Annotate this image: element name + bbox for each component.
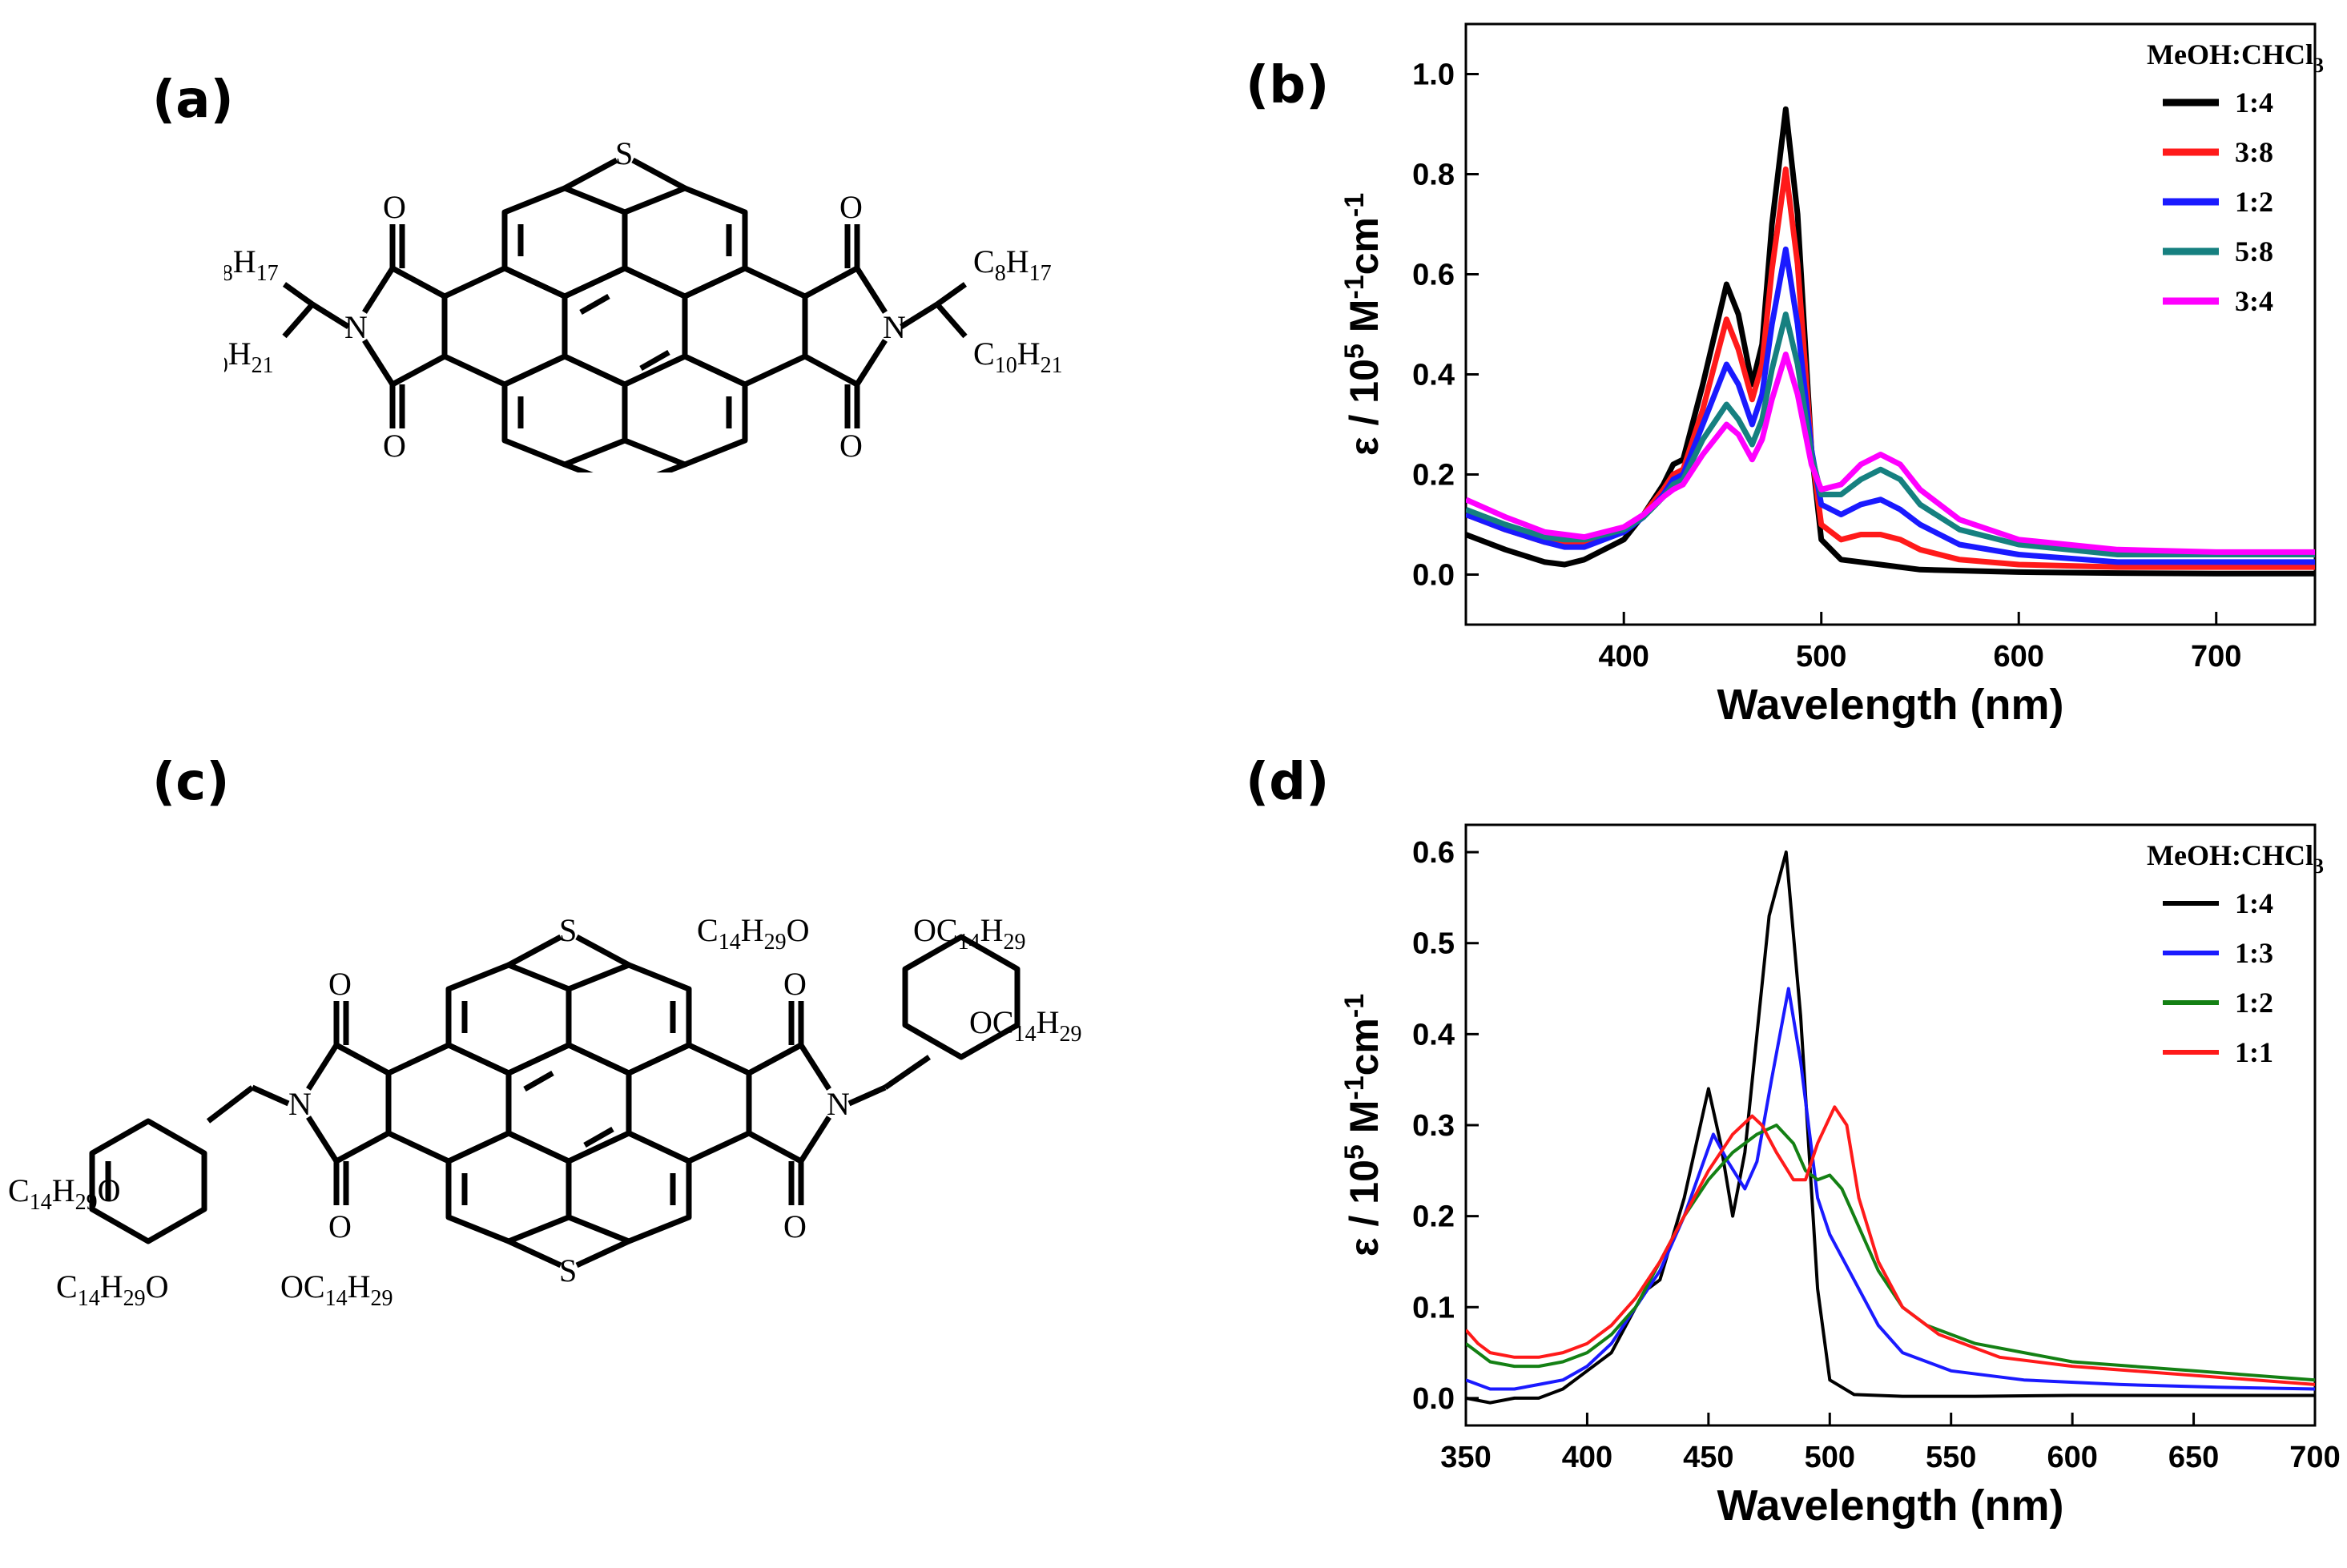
x-axis-label: Wavelength (nm): [1717, 681, 2063, 729]
atom-o-2: O: [383, 428, 406, 464]
legend-item-label: 3:8: [2235, 136, 2273, 168]
c-sub-3: OC14H29: [969, 1004, 1081, 1047]
legend-item-label: 1:2: [2235, 186, 2273, 218]
y-tick-label: 0.2: [1412, 1200, 1455, 1234]
plot-frame: [1464, 22, 2317, 626]
c-sub-6: OC14H29: [280, 1268, 393, 1311]
atom-s-bottom: S: [615, 468, 633, 472]
y-tick-label: 0.4: [1412, 1018, 1455, 1051]
c-atom-o-3: O: [783, 966, 807, 1002]
atom-o-4: O: [839, 428, 863, 464]
chain-right-top: C8H17: [973, 243, 1052, 286]
legend-title: MeOH:CHCl3: [2147, 38, 2324, 77]
chart-b: 400 500 600 700 0.0 0.2 0.4 0.6 0.8 1.0 Wavelength…: [1339, 22, 2324, 729]
c-atom-o-1: O: [328, 966, 352, 1002]
series-line-1-2: [1466, 1124, 2315, 1382]
chart-d: 350 400 450 500 550 600 650 700 0.0 0.1 0.2 0.3 0.4 0…: [1339, 823, 2341, 1530]
y-tick-label: 0.4: [1412, 359, 1455, 392]
atom-n-left: N: [344, 309, 368, 345]
y-tick-label: 0.5: [1412, 927, 1455, 961]
atom-n-right: N: [883, 309, 906, 345]
atom-o-1: O: [383, 189, 406, 225]
legend-item-label: 1:1: [2235, 1036, 2273, 1068]
molecule-a-structure: S S N N O O O O C8H17 C10H21 C8H17 C10H2…: [224, 135, 1063, 472]
series-line-3-4: [1466, 352, 2315, 555]
c-sub-4: C14H29O: [8, 1172, 120, 1215]
y-tick-label: 0.3: [1412, 1109, 1455, 1143]
c-atom-o-2: O: [328, 1208, 352, 1244]
series-line-1-1: [1466, 1105, 2315, 1386]
c-atom-n-right: N: [827, 1086, 850, 1122]
series-line-1-2: [1466, 246, 2315, 565]
series-line-5-8: [1466, 312, 2315, 557]
x-tick-label: 500: [1805, 1441, 1855, 1474]
c-atom-s-top: S: [559, 912, 577, 948]
x-tick-label: 700: [2191, 640, 2241, 673]
x-axis-label: Wavelength (nm): [1717, 1482, 2063, 1530]
legend-title: MeOH:CHCl3: [2147, 839, 2324, 878]
panel-label-d: (d): [1246, 753, 1330, 812]
x-tick-label: 650: [2168, 1441, 2219, 1474]
chain-left-top: C8H17: [224, 243, 279, 286]
legend-item-label: 1:3: [2235, 937, 2273, 969]
chain-left-bottom: C10H21: [224, 336, 274, 378]
c-atom-s-bottom: S: [559, 1252, 577, 1289]
legend-item-label: 1:4: [2235, 86, 2273, 119]
panel-label-b: (b): [1246, 56, 1330, 115]
x-tick-label: 700: [2289, 1441, 2340, 1474]
y-tick-label: 0.0: [1412, 1382, 1455, 1416]
x-tick-label: 450: [1683, 1441, 1733, 1474]
c-sub-1: C14H29O: [697, 912, 809, 955]
x-tick-label: 550: [1926, 1441, 1976, 1474]
x-tick-label: 500: [1796, 640, 1846, 673]
atom-o-3: O: [839, 189, 863, 225]
x-tick-label: 600: [1994, 640, 2044, 673]
x-tick-label: 600: [2047, 1441, 2097, 1474]
legend-item-label: 3:4: [2235, 285, 2273, 317]
x-tick-label: 400: [1599, 640, 1649, 673]
c-sub-5: C14H29O: [56, 1268, 168, 1311]
c-sub-2: OC14H29: [913, 912, 1025, 955]
y-tick-label: 0.1: [1412, 1291, 1455, 1325]
chain-right-bottom: C10H21: [973, 336, 1063, 378]
y-tick-label: 0.6: [1412, 836, 1455, 870]
x-tick-label: 400: [1562, 1441, 1612, 1474]
plot-frame: [1464, 823, 2317, 1427]
y-tick-label: 0.2: [1412, 459, 1455, 493]
c-atom-o-4: O: [783, 1208, 807, 1244]
y-axis-label: ε / 105 M-1cm-1: [1339, 193, 1387, 456]
atom-s-top: S: [615, 135, 633, 171]
y-axis-label: ε / 105 M-1cm-1: [1339, 994, 1387, 1256]
panel-label-c: (c): [152, 753, 230, 812]
x-tick-label: 350: [1440, 1441, 1491, 1474]
panel-label-a: (a): [152, 70, 234, 130]
series-line-1-4: [1466, 106, 2315, 577]
y-tick-label: 0.0: [1412, 559, 1455, 593]
legend-item-label: 1:4: [2235, 887, 2273, 919]
molecule-c-structure: S S N N O O O O C14H29O OC14H29 OC14H29 …: [8, 912, 1081, 1311]
legend-item-label: 5:8: [2235, 235, 2273, 267]
c-atom-n-left: N: [288, 1086, 312, 1122]
y-tick-label: 0.8: [1412, 159, 1455, 192]
legend-item-label: 1:2: [2235, 987, 2273, 1019]
y-tick-label: 0.6: [1412, 259, 1455, 292]
series-line-1-3: [1466, 987, 2315, 1391]
series-line-1-4: [1466, 850, 2315, 1405]
y-tick-label: 1.0: [1412, 58, 1455, 92]
